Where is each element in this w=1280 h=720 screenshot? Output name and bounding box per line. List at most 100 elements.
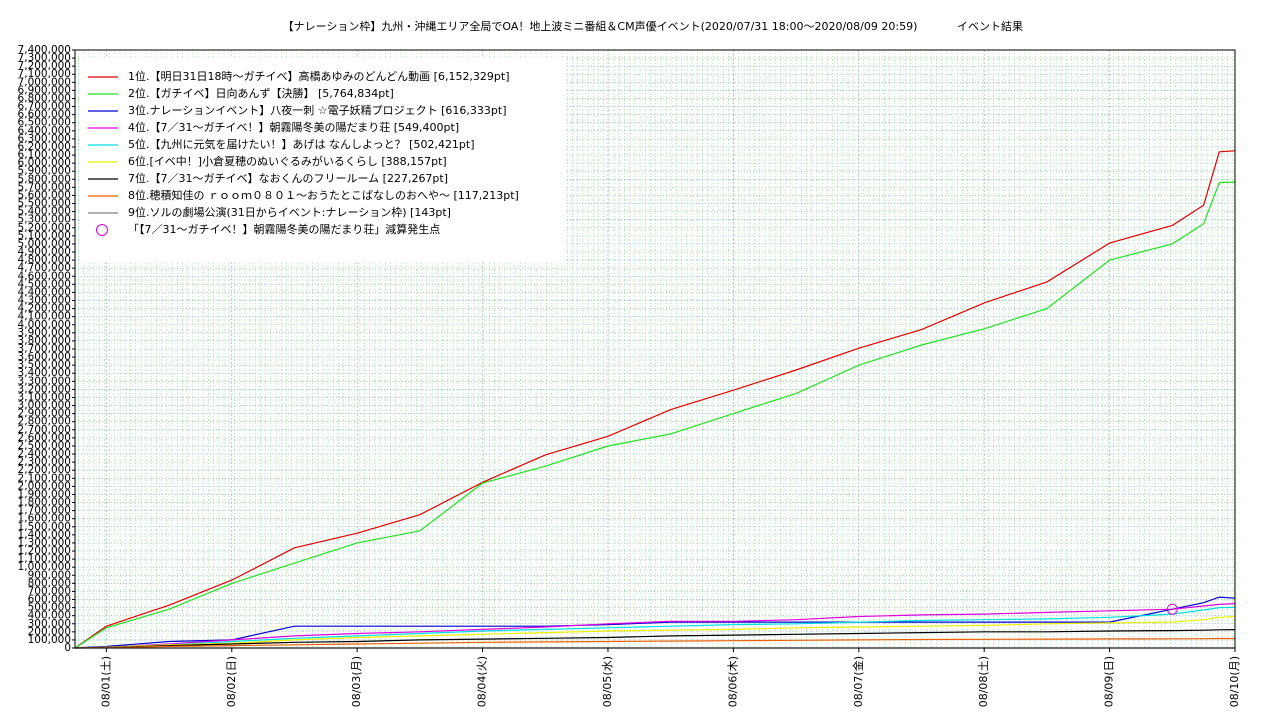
y-tick-label: 4,900,000: [18, 246, 71, 258]
y-tick-label: 3,600,000: [18, 351, 71, 363]
y-tick-label: 5,000,000: [18, 238, 71, 250]
y-tick-label: 5,600,000: [18, 189, 71, 201]
legend-marker: [96, 224, 108, 236]
y-tick-label: 4,400,000: [18, 286, 71, 298]
series-line: [74, 603, 1236, 649]
x-tick-label: 08/06(木): [726, 656, 739, 707]
annotation-marker: [1166, 603, 1178, 615]
y-tick-label: 6,100,000: [18, 149, 71, 161]
y-tick-label: 700,000: [28, 585, 71, 597]
legend-label: 6位.[イベ中！]小倉夏穂のぬいぐるみがいるくらし [388,157pt]: [128, 154, 447, 168]
y-tick-label: 500,000: [28, 602, 71, 614]
y-tick-label: 900,000: [28, 569, 71, 581]
y-tick-label: 1,500,000: [18, 521, 71, 533]
y-tick-label: 300,000: [28, 618, 71, 630]
series-line: [74, 181, 1236, 649]
y-tick-label: 200,000: [28, 626, 71, 638]
y-tick-label: 4,500,000: [18, 278, 71, 290]
y-tick-label: 3,700,000: [18, 343, 71, 355]
y-tick-label: 2,900,000: [18, 408, 71, 420]
y-tick-label: 5,700,000: [18, 181, 71, 193]
y-tick-label: 4,200,000: [18, 303, 71, 315]
legend: 1位.【明日31日18時～ガチイベ】高橋あゆみのどんどん動画 [6,152,32…: [88, 69, 519, 236]
x-tick-label: 08/08(土): [977, 656, 990, 707]
y-tick-label: 4,600,000: [18, 270, 71, 282]
legend-label: 1位.【明日31日18時～ガチイベ】高橋あゆみのどんどん動画 [6,152,32…: [128, 69, 510, 83]
y-tick-label: 1,100,000: [18, 553, 71, 565]
y-tick-label: 100,000: [28, 634, 71, 646]
chart-title: 【ナレーション枠】九州・沖縄エリア全局でOA！地上波ミニ番組＆CM声優イベント(…: [283, 19, 918, 33]
y-tick-label: 3,800,000: [18, 335, 71, 347]
y-tick-label: 7,000,000: [18, 76, 71, 88]
legend-label: 「【7／31～ガチイベ！】朝霧陽冬美の陽だまり荘」減算発生点: [128, 222, 440, 236]
legend-label: 5位.【九州に元気を届けたい！】あげは なんしよっと？ [502,421pt]: [128, 137, 475, 151]
legend-box: [80, 57, 566, 261]
y-tick-label: 4,700,000: [18, 262, 71, 274]
legend-label: 3位.ナレーションイベント】八夜一刺 ☆電子妖精プロジェクト [616,333p…: [128, 103, 507, 117]
y-tick-label: 6,500,000: [18, 117, 71, 129]
y-tick-label: 3,000,000: [18, 400, 71, 412]
series-line: [74, 616, 1236, 649]
y-tick-label: 1,900,000: [18, 488, 71, 500]
y-tick-label: 2,200,000: [18, 464, 71, 476]
y-tick-label: 6,800,000: [18, 92, 71, 104]
x-tick-label: 08/04(火): [476, 656, 489, 707]
x-tick-label: 08/07(金): [851, 656, 865, 707]
y-tick-label: 6,300,000: [18, 133, 71, 145]
chart-subtitle: イベント結果: [957, 19, 1023, 33]
y-tick-label: 6,700,000: [18, 101, 71, 113]
y-tick-label: 2,700,000: [18, 424, 71, 436]
y-tick-label: 1,700,000: [18, 505, 71, 517]
legend-label: 7位.【7／31～ガチイベ】なおくんのフリールーム [227,267pt]: [128, 171, 448, 185]
y-tick-label: 1,000,000: [18, 561, 71, 573]
y-tick-label: 2,500,000: [18, 440, 71, 452]
x-tick-label: 08/01(土): [99, 656, 112, 707]
y-tick-label: 6,000,000: [18, 157, 71, 169]
y-tick-label: 1,800,000: [18, 497, 71, 509]
y-tick-label: 3,200,000: [18, 383, 71, 395]
y-tick-label: 800,000: [28, 577, 71, 589]
y-tick-label: 5,500,000: [18, 198, 71, 210]
y-tick-label: 5,800,000: [18, 173, 71, 185]
series-line: [74, 606, 1236, 649]
y-tick-label: 4,100,000: [18, 311, 71, 323]
y-tick-label: 3,400,000: [18, 367, 71, 379]
y-tick-label: 6,400,000: [18, 125, 71, 137]
y-tick-label: 6,200,000: [18, 141, 71, 153]
x-tick-label: 08/10(月): [1228, 656, 1241, 707]
y-tick-label: 1,300,000: [18, 537, 71, 549]
y-tick-label: 1,600,000: [18, 513, 71, 525]
y-tick-label: 1,200,000: [18, 545, 71, 557]
x-tick-label: 08/05(水): [601, 656, 614, 707]
y-tick-label: 5,300,000: [18, 214, 71, 226]
y-tick-label: 0: [64, 642, 71, 654]
y-tick-label: 4,800,000: [18, 254, 71, 266]
y-tick-label: 7,200,000: [18, 60, 71, 72]
y-tick-label: 4,000,000: [18, 319, 71, 331]
grid: [75, 49, 1236, 649]
legend-label: 8位.穂積知佳の ｒｏｏｍ０８０１～おうたとこばなしのおへや～ [117,213…: [128, 188, 519, 202]
y-tick-label: 3,100,000: [18, 391, 71, 403]
y-tick-label: 2,100,000: [18, 472, 71, 484]
y-tick-label: 2,000,000: [18, 480, 71, 492]
y-tick-label: 2,400,000: [18, 448, 71, 460]
y-tick-label: 7,400,000: [18, 44, 71, 56]
x-tick-label: 08/03(月): [350, 656, 363, 707]
y-tick-label: 400,000: [28, 610, 71, 622]
y-tick-label: 5,400,000: [18, 206, 71, 218]
series-line: [74, 150, 1236, 649]
y-tick-label: 600,000: [28, 594, 71, 606]
series-line: [74, 637, 1235, 649]
y-tick-label: 4,300,000: [18, 295, 71, 307]
y-tick-label: 3,300,000: [18, 375, 71, 387]
y-tick-label: 1,400,000: [18, 529, 71, 541]
x-tick-label: 08/02(日): [225, 656, 238, 707]
y-tick-label: 3,900,000: [18, 327, 71, 339]
y-tick-label: 5,200,000: [18, 222, 71, 234]
y-tick-label: 5,900,000: [18, 165, 71, 177]
y-tick-label: 2,300,000: [18, 456, 71, 468]
y-tick-label: 6,900,000: [18, 84, 71, 96]
y-tick-label: 6,600,000: [18, 109, 71, 121]
legend-label: 2位.【ガチイベ】日向あんず【決勝】 [5,764,834pt]: [128, 86, 394, 100]
